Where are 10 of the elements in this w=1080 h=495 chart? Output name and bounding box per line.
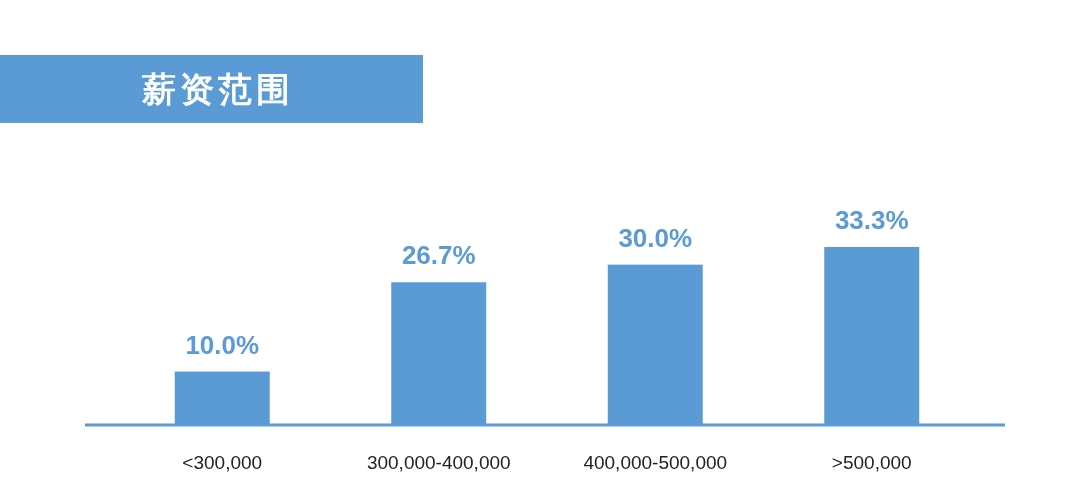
- x-tick-label: >500,000: [831, 452, 912, 473]
- title: 薪资范围: [0, 55, 423, 123]
- data-label: 33.3%: [834, 205, 909, 235]
- data-label: 10.0%: [185, 329, 260, 360]
- x-tick-label: 300,000-400,000: [366, 452, 511, 473]
- data-label: 30.0%: [618, 222, 693, 253]
- chart-title: 薪资范围: [141, 69, 294, 109]
- x-tick-label: <300,000: [182, 452, 263, 473]
- x-tick-label: 400,000-500,000: [583, 452, 728, 473]
- data-label: 26.7%: [401, 240, 476, 271]
